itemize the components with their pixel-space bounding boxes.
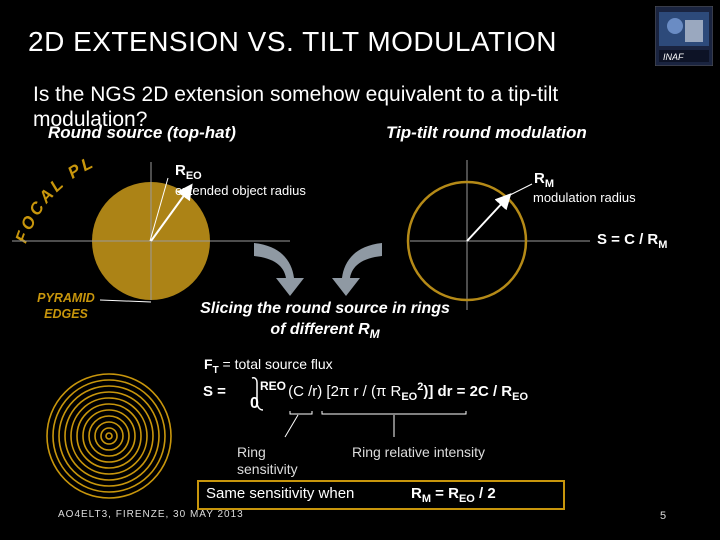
- integral-lower-limit: 0: [250, 395, 259, 412]
- ring-sensitivity-leader: [284, 414, 299, 438]
- modulation-circle: [406, 180, 528, 302]
- integral-sign: [251, 377, 264, 411]
- footer-text: AO4ELT3, FIRENZE, 30 MAY 2013: [58, 509, 244, 520]
- reo-symbol: REO: [175, 162, 202, 182]
- reo-leader: [149, 177, 169, 242]
- tip-tilt-heading: Tip-tilt round modulation: [386, 123, 587, 142]
- reo-radius-arrow: [150, 183, 193, 242]
- page-number: 5: [660, 510, 667, 522]
- left-curved-arrow: [254, 243, 304, 296]
- rm-leader: [509, 183, 533, 196]
- condition-box: [197, 480, 565, 510]
- slicing-caption: Slicing the round source in rings of dif…: [200, 300, 450, 342]
- pyramid-edges-label: PYRAMID EDGES: [37, 291, 95, 321]
- round-source-heading: Round source (top-hat): [48, 123, 236, 142]
- condition-text: Same sensitivity when: [206, 485, 355, 502]
- sensitivity-integral: S = 0 REO (C /r) [2π r / (π REO2)] dr = …: [203, 379, 529, 412]
- rm-symbol: RM: [534, 170, 555, 190]
- ring-sensitivity-label: Ring sensitivity: [237, 444, 298, 477]
- sensitivity-equation: S = C / RM: [597, 231, 668, 251]
- ring-relative-intensity-label: Ring relative intensity: [352, 444, 486, 460]
- condition-equation: RM = REO / 2: [411, 485, 496, 505]
- ring-sensitivity-bracket: [289, 411, 313, 415]
- logo-text: INAF: [663, 52, 684, 62]
- focal-plane-label: FOCAL PLANE: [0, 0, 98, 245]
- modulation-radius-label: modulation radius: [533, 190, 636, 205]
- pyramid-pointer: [99, 299, 152, 303]
- extended-object-radius-label: extended object radius: [175, 183, 306, 198]
- slide-title: 2D EXTENSION VS. TILT MODULATION: [28, 26, 557, 57]
- inaf-logo: INAF: [654, 5, 714, 67]
- ring-intensity-bracket: [321, 411, 467, 415]
- rm-radius-arrow: [466, 193, 512, 242]
- total-flux-definition: FT = total source flux: [204, 356, 333, 376]
- right-curved-arrow: [332, 243, 382, 296]
- concentric-rings: [46, 373, 172, 499]
- question-text: Is the NGS 2D extension somehow equivale…: [33, 83, 559, 131]
- integral-upper-limit: REO: [260, 379, 287, 393]
